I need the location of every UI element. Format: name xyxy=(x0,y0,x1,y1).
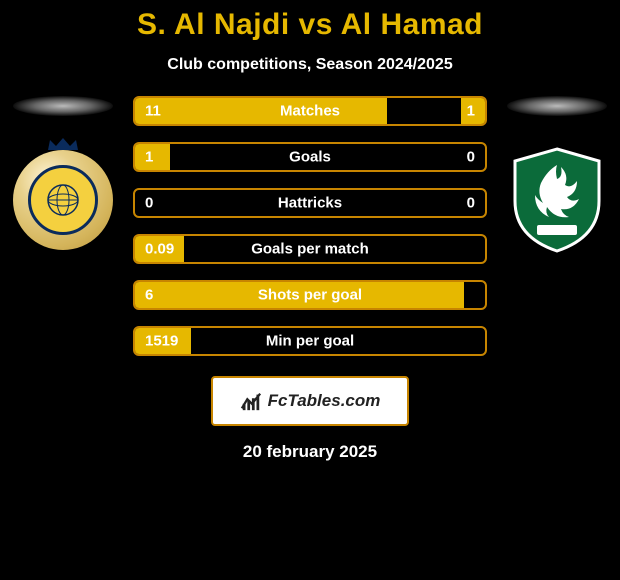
stat-row: 1 0 Goals xyxy=(133,142,487,172)
stat-label: Hattricks xyxy=(278,195,342,212)
stat-label: Matches xyxy=(280,103,340,120)
crown-icon xyxy=(46,136,80,152)
page-title: S. Al Najdi vs Al Hamad xyxy=(0,8,620,42)
stat-value-right: 0 xyxy=(467,195,475,212)
stat-value-right: 1 xyxy=(467,103,475,120)
stat-value-left: 0.09 xyxy=(145,241,174,258)
stat-row: 1519 Min per goal xyxy=(133,326,487,356)
stat-row: 0 0 Hattricks xyxy=(133,188,487,218)
stat-value-left: 11 xyxy=(145,103,161,120)
player-right-col xyxy=(507,96,607,250)
stat-value-left: 0 xyxy=(145,195,153,212)
shield-icon xyxy=(507,145,607,255)
main-row: 111Matches10Goals00Hattricks0.09Goals pe… xyxy=(0,96,620,372)
player-left-col xyxy=(13,96,113,250)
stat-value-left: 1 xyxy=(145,149,153,166)
stat-row: 111Matches xyxy=(133,96,487,126)
crest-left-inner xyxy=(28,165,98,235)
branding-text: FcTables.com xyxy=(268,391,381,411)
stat-label: Goals per match xyxy=(251,241,369,258)
date-label: 20 february 2025 xyxy=(0,442,620,462)
bar-fill-left xyxy=(135,98,387,124)
subtitle: Club competitions, Season 2024/2025 xyxy=(0,56,620,74)
photo-placeholder-left xyxy=(13,96,113,116)
stat-value-left: 1519 xyxy=(145,333,178,350)
comparison-card: S. Al Najdi vs Al Hamad Club competition… xyxy=(0,0,620,462)
stat-row: 0.09 Goals per match xyxy=(133,234,487,264)
stat-label: Min per goal xyxy=(266,333,354,350)
stat-label: Shots per goal xyxy=(258,287,362,304)
branding-box[interactable]: FcTables.com xyxy=(211,376,409,426)
stat-value-left: 6 xyxy=(145,287,153,304)
club-crest-right xyxy=(507,150,607,250)
stat-value-right: 0 xyxy=(467,149,475,166)
stat-label: Goals xyxy=(289,149,331,166)
club-crest-left xyxy=(13,150,113,250)
stat-row: 6 Shots per goal xyxy=(133,280,487,310)
chart-icon xyxy=(240,390,262,412)
globe-icon xyxy=(43,180,83,220)
photo-placeholder-right xyxy=(507,96,607,116)
stat-bars: 111Matches10Goals00Hattricks0.09Goals pe… xyxy=(133,96,487,372)
